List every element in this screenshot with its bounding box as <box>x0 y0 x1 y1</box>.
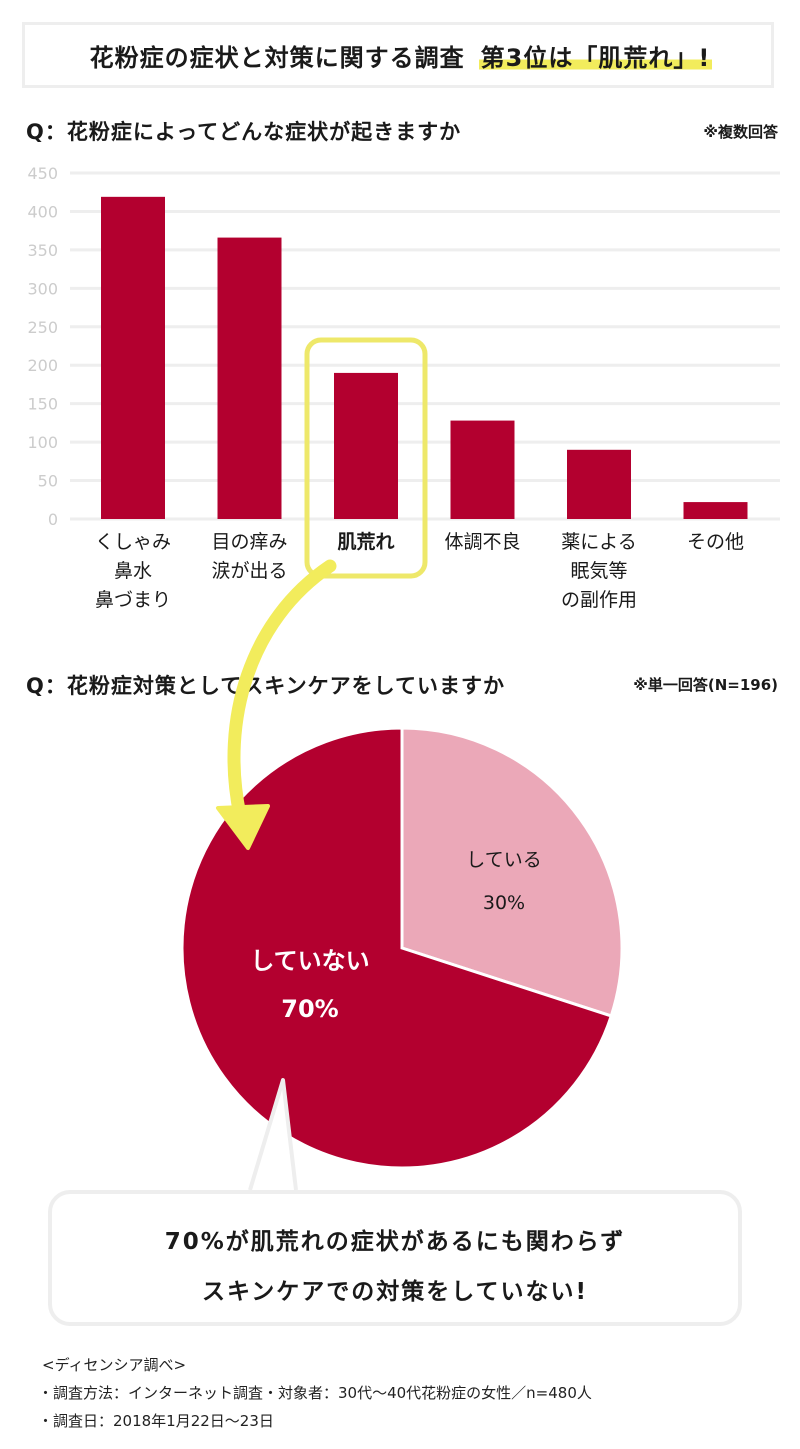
question-2: Q：花粉症対策としてスキンケアをしていますか <box>26 674 505 698</box>
x-tick-label: 鼻水 <box>114 560 152 582</box>
y-tick-label: 450 <box>27 164 58 183</box>
source-method: ・調査方法：インターネット調査・対象者：30代〜40代花粉症の女性／n=480人 <box>38 1384 592 1402</box>
y-tick-label: 300 <box>27 279 58 298</box>
title-highlight: 第3位は「肌荒れ」! <box>478 37 713 73</box>
y-tick-label: 350 <box>27 241 58 260</box>
source-heading: <ディセンシア調べ> <box>42 1356 187 1374</box>
pie-slice-label: していない <box>250 947 369 975</box>
bar <box>217 237 282 519</box>
page-title: 花粉症の症状と対策に関する調査 第3位は「肌荒れ」! <box>25 25 777 85</box>
pie-labels: している 30% していない 70% <box>250 849 541 1023</box>
highlight-box <box>304 337 428 579</box>
question-2-note: ※単一回答(N=196) <box>633 676 778 694</box>
y-tick-label: 400 <box>27 202 58 221</box>
bar-series <box>101 196 748 519</box>
x-tick-label: の副作用 <box>561 589 637 611</box>
question-1-note: ※複数回答 <box>703 123 778 141</box>
bar <box>450 420 515 519</box>
title-main: 花粉症の症状と対策に関する調査 <box>89 43 465 72</box>
bar <box>567 449 631 519</box>
question-1: Q：花粉症によってどんな症状が起きますか <box>26 120 462 144</box>
x-tick-label: 肌荒れ <box>337 530 394 553</box>
pie-slice-label: している <box>466 849 541 871</box>
y-tick-label: 100 <box>27 433 58 452</box>
highlight-arrow-head <box>216 804 270 850</box>
bar <box>334 372 398 519</box>
bar <box>683 502 748 519</box>
pie-slice-value: 30% <box>483 892 525 914</box>
y-tick-label: 150 <box>27 395 58 414</box>
x-tick-label: その他 <box>687 531 744 553</box>
y-tick-label: 0 <box>48 510 58 529</box>
pie-slices <box>180 726 624 1170</box>
title-box: 花粉症の症状と対策に関する調査 第3位は「肌荒れ」! <box>22 22 774 88</box>
x-tick-label: 目の痒み <box>211 531 287 553</box>
y-tick-label: 50 <box>38 472 58 491</box>
pie-slice <box>400 726 624 1018</box>
conclusion-callout: 70%が肌荒れの症状があるにも関わらず スキンケアでの対策をしていない! <box>48 1190 742 1326</box>
pie-slice <box>180 726 614 1170</box>
source-date: ・調査日：2018年1月22日〜23日 <box>38 1412 274 1430</box>
callout-pointer <box>248 1078 298 1191</box>
y-tick-label: 250 <box>27 318 58 337</box>
x-tick-label: 涙が出る <box>211 559 287 582</box>
callout-line-2: スキンケアでの対策をしていない! <box>201 1279 589 1305</box>
pie-slice-value: 70% <box>281 995 338 1023</box>
bar-y-ticks: 0 50 100 150 200 250 300 350 400 450 <box>27 164 58 529</box>
x-tick-label: 眠気等 <box>570 560 627 582</box>
x-tick-label: 鼻づまり <box>95 589 171 611</box>
y-tick-label: 200 <box>27 356 58 375</box>
bar <box>101 196 165 519</box>
highlight-arrow <box>227 559 337 822</box>
x-tick-label: 体調不良 <box>444 531 520 553</box>
x-tick-label: 薬による <box>561 531 636 553</box>
callout-line-1: 70%が肌荒れの症状があるにも関わらず <box>164 1229 626 1255</box>
x-tick-label: くしゃみ <box>95 531 171 553</box>
